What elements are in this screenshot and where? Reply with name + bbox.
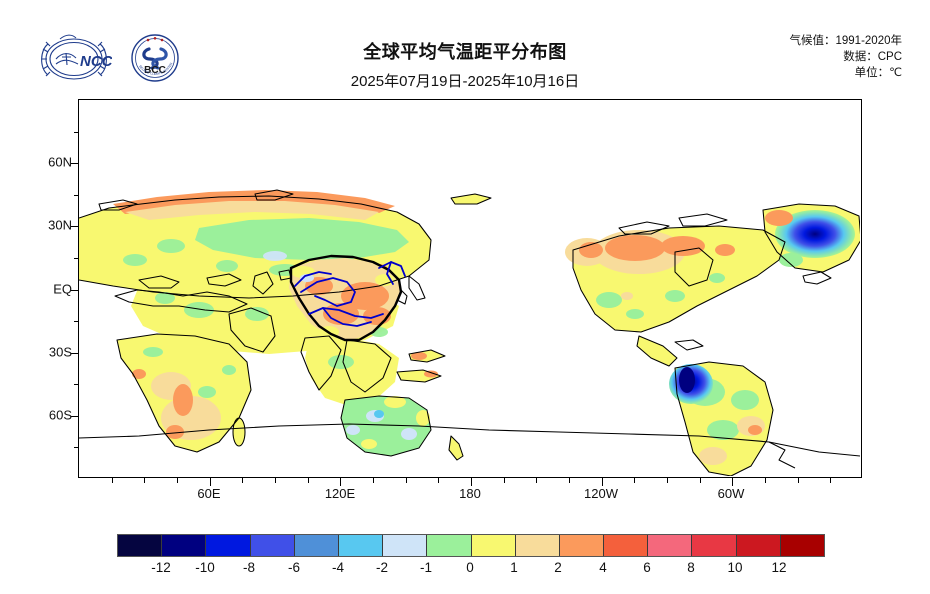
colorbar-tick-8: 8 <box>687 560 695 575</box>
svg-text:BCC: BCC <box>144 65 166 76</box>
x-tick-180 <box>471 478 472 486</box>
colorbar-cell <box>118 535 163 556</box>
x-tick-120E <box>340 478 342 486</box>
colorbar-tick-1: 1 <box>510 560 518 575</box>
colorbar-tick--6: -6 <box>287 560 301 575</box>
ncc-logo: NCC <box>41 34 112 80</box>
colorbar-cell <box>338 535 384 556</box>
climatology-period: 气候值：1991-2020年 <box>789 35 903 47</box>
x-axis-label-60W: 60W <box>717 486 745 501</box>
colorbar-tick-6: 6 <box>643 560 651 575</box>
colorbar-tick-0: 0 <box>466 560 474 575</box>
y-tick-minor <box>74 384 79 386</box>
unit-label: 单位：℃ <box>854 67 902 79</box>
colorbar-cell <box>294 535 339 556</box>
x-tick-minor <box>569 478 570 483</box>
x-axis-label-120E: 120E <box>324 486 356 501</box>
y-axis-label-EQ: EQ <box>53 281 72 297</box>
x-tick-120W <box>601 478 603 486</box>
y-tick-minor <box>74 447 79 449</box>
x-tick-minor <box>373 478 374 483</box>
y-tick-minor <box>74 131 79 133</box>
colorbar-tick-10: 10 <box>727 560 743 575</box>
data-source: 数据：CPC <box>843 51 902 63</box>
x-tick-60E <box>209 478 211 486</box>
logo-bar: NCC BCC BEIJING CLIMATE CENTER <box>32 30 212 88</box>
x-tick-minor <box>797 478 799 483</box>
x-axis-label-120W: 120W <box>584 486 618 501</box>
anomaly-map <box>79 100 860 476</box>
x-tick-minor <box>242 478 244 483</box>
colorbar-tick--8: -8 <box>242 560 256 575</box>
x-tick-minor <box>438 478 440 483</box>
map-canvas <box>79 100 861 477</box>
x-tick-minor <box>177 478 178 483</box>
colorbar-tick--2: -2 <box>375 560 389 575</box>
x-tick-minor <box>111 478 113 483</box>
y-axis-label-60N: 60N <box>48 154 72 170</box>
colorbar-cell <box>780 535 824 556</box>
y-tick-30S <box>71 352 79 354</box>
colorbar-tick-2: 2 <box>554 560 562 575</box>
y-tick-minor <box>74 257 79 259</box>
colorbar-tick--4: -4 <box>331 560 345 575</box>
colorbar-cell <box>604 535 649 556</box>
metadata-block: 气候值：1991-2020年 数据：CPC 单位：℃ <box>790 33 903 81</box>
colorbar-cell <box>648 535 693 556</box>
x-tick-minor <box>144 478 146 483</box>
colorbar-cell <box>383 535 428 556</box>
y-tick-minor <box>74 321 79 322</box>
x-axis-label-60E: 60E <box>197 486 221 501</box>
y-tick-EQ <box>71 289 79 291</box>
x-tick-minor <box>830 478 832 483</box>
x-tick-minor <box>405 478 407 483</box>
x-tick-minor <box>765 478 766 483</box>
x-tick-minor <box>503 478 505 483</box>
colorbar <box>117 534 825 557</box>
colorbar-tick--10: -10 <box>195 560 215 575</box>
y-axis-label-60S: 60S <box>48 407 72 423</box>
svg-text:NCC: NCC <box>80 53 112 70</box>
y-tick-60N <box>71 163 79 165</box>
colorbar-tick-4: 4 <box>599 560 607 575</box>
y-axis-label-30S: 30S <box>48 344 72 360</box>
x-tick-minor <box>634 478 636 483</box>
colorbar-tick--12: -12 <box>151 560 171 575</box>
colorbar-cell <box>692 535 737 556</box>
y-tick-minor <box>74 194 79 196</box>
colorbar-cell <box>559 535 605 556</box>
x-tick-minor <box>699 478 701 483</box>
x-tick-60W <box>732 478 734 486</box>
x-axis-label-180: 180 <box>459 486 481 501</box>
y-tick-60S <box>71 415 79 417</box>
y-axis-label-30N: 30N <box>48 217 72 233</box>
colorbar-cell <box>250 535 295 556</box>
x-tick-minor <box>667 478 668 483</box>
bcc-logo: BCC BEIJING CLIMATE CENTER <box>131 34 179 82</box>
x-tick-minor <box>275 478 276 483</box>
colorbar-cell <box>736 535 781 556</box>
colorbar-cell <box>515 535 560 556</box>
colorbar-tick--1: -1 <box>419 560 433 575</box>
colorbar-tick-12: 12 <box>771 560 787 575</box>
map-plot-frame <box>71 99 862 486</box>
x-tick-minor <box>307 478 309 483</box>
colorbar-cell <box>162 535 207 556</box>
colorbar-cell <box>427 535 472 556</box>
colorbar-cell <box>206 535 251 556</box>
x-tick-minor <box>536 478 538 483</box>
colorbar-cell <box>471 535 516 556</box>
y-tick-30N <box>71 226 79 228</box>
